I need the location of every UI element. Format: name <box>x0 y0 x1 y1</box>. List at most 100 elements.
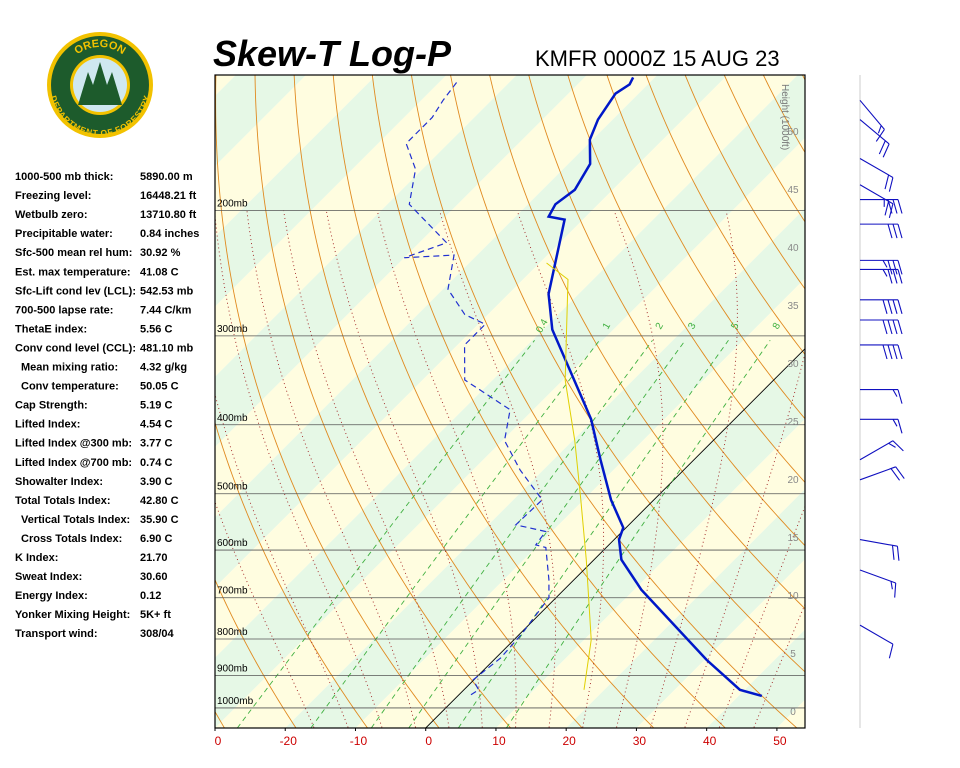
index-label: Total Totals Index: <box>15 495 111 507</box>
index-value: 6.90 C <box>140 533 172 545</box>
mixing-ratio-label: 1 <box>601 321 614 332</box>
isotherm-band <box>847 75 960 728</box>
index-value: 308/04 <box>140 628 175 640</box>
height-tick-label: 50 <box>787 127 799 138</box>
index-label: Lifted Index @700 mb: <box>15 457 132 469</box>
x-tick-label: 30 <box>633 734 647 748</box>
wind-barb <box>859 119 890 158</box>
height-tick-label: 40 <box>787 243 799 254</box>
index-value: 0.84 inches <box>140 228 199 240</box>
wind-barb <box>860 223 903 239</box>
pressure-label: 500mb <box>217 482 248 493</box>
height-tick-label: 15 <box>787 533 799 544</box>
x-tick-label: 0 <box>425 734 432 748</box>
index-value: 0.12 <box>140 590 161 602</box>
isotherm-band <box>636 559 805 728</box>
index-value: 4.54 C <box>140 419 172 431</box>
dry-adiabat <box>723 75 805 223</box>
pressure-label: 300mb <box>217 324 248 335</box>
isotherm-band <box>215 138 805 728</box>
index-value: 41.08 C <box>140 266 179 278</box>
index-value: 5.19 C <box>140 400 172 412</box>
moist-adiabat <box>325 210 483 728</box>
logo-top-text: OREGON <box>72 38 127 57</box>
moist-adiabat <box>718 505 805 728</box>
index-label: Cross Totals Index: <box>21 533 122 545</box>
mixing-ratio-label: 5 <box>729 321 742 332</box>
dry-adiabat <box>450 75 805 673</box>
height-tick-label: 20 <box>787 475 799 486</box>
moist-adiabat <box>283 210 450 728</box>
height-tick-label: 5 <box>790 649 796 660</box>
profile-line <box>546 262 592 690</box>
index-label: Freezing level: <box>15 190 91 202</box>
mixing-ratio-line <box>370 340 653 728</box>
index-label: Showalter Index: <box>15 476 103 488</box>
logo: OREGON DEPARTMENT OF FORESTRY <box>47 32 153 139</box>
index-value: 542.53 mb <box>140 285 193 297</box>
wind-barb <box>859 569 897 598</box>
index-value: 5.56 C <box>140 323 172 335</box>
isotherm-band <box>355 278 805 728</box>
x-tick-label: 0 <box>215 734 222 748</box>
pressure-label: 1000mb <box>217 696 254 707</box>
index-value: 0.74 C <box>140 457 172 469</box>
dry-adiabat <box>801 75 805 81</box>
dry-adiabat <box>877 69 960 728</box>
wind-barb <box>860 418 903 434</box>
index-value: 50.05 C <box>140 381 179 393</box>
wind-barb <box>860 299 903 314</box>
wind-barb <box>860 319 903 335</box>
pressure-label: 800mb <box>217 627 248 638</box>
index-value: 7.44 C/km <box>140 304 192 316</box>
dry-adiabat <box>293 75 583 728</box>
index-value: 3.90 C <box>140 476 172 488</box>
mixing-ratio-line <box>408 340 686 728</box>
subtitle: KMFR 0000Z 15 AUG 23 <box>535 46 780 71</box>
moist-adiabat <box>613 210 664 728</box>
index-label: Transport wind: <box>15 628 98 640</box>
index-label: 700-500 lapse rate: <box>15 304 113 316</box>
dry-adiabat <box>567 75 805 484</box>
mixing-ratio-label: 3 <box>686 321 699 332</box>
dry-adiabat <box>410 75 798 728</box>
wind-barb <box>859 157 894 192</box>
index-label: Lifted Index @300 mb: <box>15 438 132 450</box>
pressure-label: 900mb <box>217 663 248 674</box>
logo-trees <box>78 62 122 105</box>
pressure-label: 600mb <box>217 538 248 549</box>
index-label: Conv cond level (CCL): <box>15 342 136 354</box>
wind-barbs <box>859 99 905 659</box>
dry-adiabat <box>215 75 440 728</box>
height-tick-label: 10 <box>787 591 799 602</box>
dry-adiabat <box>645 75 805 356</box>
wind-barb <box>859 440 904 461</box>
index-label: Lifted Index: <box>15 419 80 431</box>
wind-barb <box>859 624 894 659</box>
index-value: 13710.80 ft <box>140 209 197 221</box>
dry-adiabat <box>371 75 726 728</box>
index-label: K Index: <box>15 552 58 564</box>
index-value: 481.10 mb <box>140 342 193 354</box>
height-tick-label: 35 <box>787 301 799 312</box>
dry-adiabat <box>916 69 960 728</box>
profile-line <box>546 76 763 698</box>
index-value: 5890.00 m <box>140 171 193 183</box>
dry-adiabat <box>215 578 297 728</box>
plot-overlay: 0.4 1 2 3 5 8200mb300mb400mb500mb600mb700mb80… <box>214 127 799 748</box>
x-tick-label: 20 <box>563 734 577 748</box>
wind-barb <box>859 466 905 481</box>
mixing-ratio-line <box>457 340 729 728</box>
wind-barb <box>860 259 903 275</box>
index-label: Energy Index: <box>15 590 88 602</box>
index-value: 16448.21 ft <box>140 190 197 202</box>
moist-adiabat <box>753 603 805 728</box>
indices-table: 1000-500 mb thick: 5890.00 m Freezing leve… <box>15 171 199 640</box>
index-label: Wetbulb zero: <box>15 209 88 221</box>
x-tick-label: 50 <box>773 734 787 748</box>
index-label: Yonker Mixing Height: <box>15 609 130 621</box>
isotherm-band <box>495 418 805 728</box>
index-label: Est. max temperature: <box>15 266 131 278</box>
index-label: ThetaE index: <box>15 323 87 335</box>
